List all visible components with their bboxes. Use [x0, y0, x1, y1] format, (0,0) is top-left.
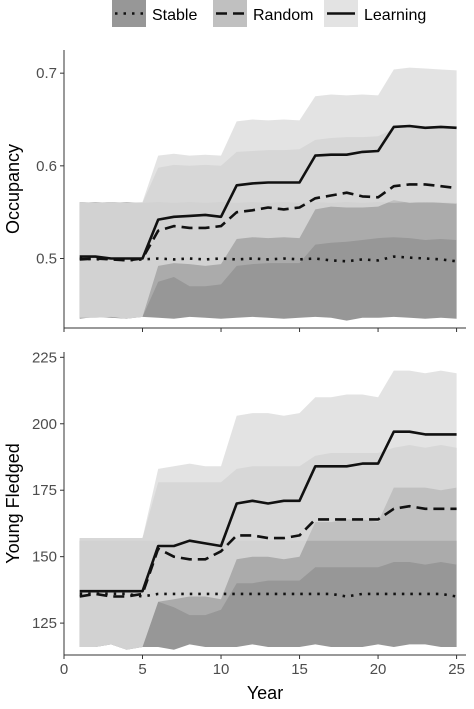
y-tick-label: 175: [32, 482, 57, 499]
series-line-random: [79, 504, 457, 598]
legend-item-learning: Learning: [324, 0, 426, 27]
x-tick-label: 10: [213, 661, 230, 678]
legend-item-stable: Stable: [112, 0, 197, 27]
legend: Stable Random Learning: [112, 0, 426, 27]
series-line-random: [79, 183, 457, 262]
x-axis-title: Year: [247, 683, 283, 703]
band-learning: [79, 370, 457, 650]
occupancy-panel: 0.5 0.6 0.7 Occupancy: [3, 50, 466, 332]
x-tick-label: 25: [448, 661, 465, 678]
x-tick-label: 5: [138, 661, 146, 678]
legend-key-fill: [112, 0, 146, 27]
x-tick-label: 0: [60, 661, 68, 678]
y-tick-label: 225: [32, 349, 57, 366]
series-line-stable: [79, 592, 457, 598]
band-learning: [79, 67, 457, 319]
series-line-learning: [79, 124, 457, 260]
y-axis-title: Occupancy: [3, 144, 23, 234]
series-line-stable: [79, 255, 457, 263]
young-fledged-panel: 125 150 175 200 225 0 5 10 15 20 25 Young Fledged Ye…: [3, 349, 466, 703]
y-tick-label: 125: [32, 615, 57, 632]
y-tick-label: 0.5: [36, 251, 57, 268]
y-axis-title: Young Fledged: [3, 443, 23, 563]
x-tick-label: 20: [370, 661, 387, 678]
legend-label: Stable: [152, 7, 197, 24]
y-tick-label: 0.6: [36, 158, 57, 175]
y-tick-label: 150: [32, 549, 57, 566]
y-tick-label: 200: [32, 416, 57, 433]
legend-label: Learning: [364, 7, 426, 24]
series-line-learning: [79, 430, 457, 593]
legend-label: Random: [253, 7, 313, 24]
y-tick-label: 0.7: [36, 65, 57, 82]
legend-item-random: Random: [213, 0, 313, 27]
x-tick-label: 15: [291, 661, 308, 678]
